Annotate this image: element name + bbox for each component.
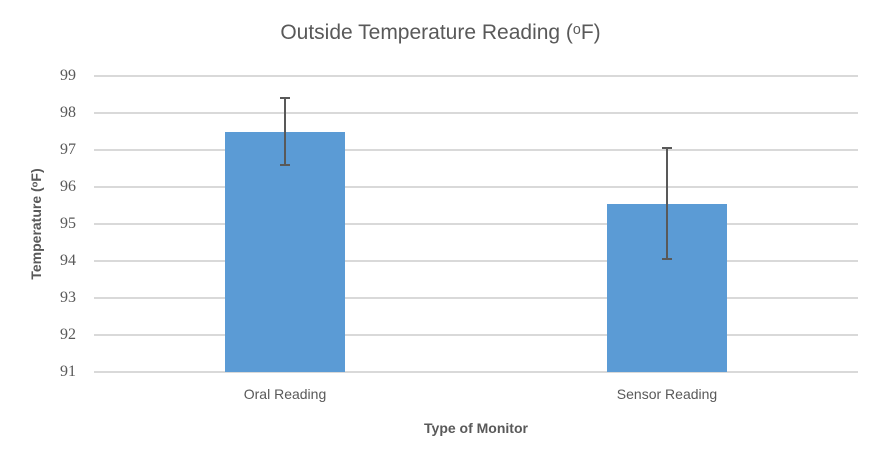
- y-axis-tick-label: 98: [60, 104, 76, 121]
- y-axis-tick-label: 91: [60, 363, 76, 380]
- x-axis-category-label: Sensor Reading: [616, 386, 718, 402]
- gridline: [94, 371, 858, 373]
- y-axis-tick-label: 97: [60, 141, 76, 158]
- gridline: [94, 186, 858, 188]
- error-bar-sensor-reading: [666, 148, 668, 260]
- error-bar-cap-bottom: [662, 258, 672, 261]
- bar-oral-reading: [225, 131, 345, 372]
- gridline: [94, 112, 858, 114]
- gridline: [94, 260, 858, 262]
- plot-area: [94, 75, 858, 373]
- gridline: [94, 75, 858, 77]
- x-axis-title: Type of Monitor: [424, 420, 528, 436]
- x-axis-category-label: Oral Reading: [243, 386, 327, 402]
- gridline: [94, 297, 858, 299]
- chart-title: Outside Temperature Reading (ᵒF): [280, 21, 601, 44]
- y-axis-tick-label: 93: [60, 289, 76, 306]
- y-axis-tick-label: 95: [60, 215, 76, 232]
- error-bar-oral-reading: [284, 98, 286, 165]
- y-axis-tick-label: 94: [60, 252, 76, 269]
- y-axis-tick-label: 99: [60, 67, 76, 84]
- error-bar-cap-top: [662, 147, 672, 150]
- gridline: [94, 223, 858, 225]
- y-axis-tick-label: 92: [60, 326, 76, 343]
- gridline: [94, 334, 858, 336]
- gridline: [94, 149, 858, 151]
- y-axis-tick-label: 96: [60, 178, 76, 195]
- error-bar-cap-top: [280, 97, 290, 100]
- error-bar-cap-bottom: [280, 163, 290, 166]
